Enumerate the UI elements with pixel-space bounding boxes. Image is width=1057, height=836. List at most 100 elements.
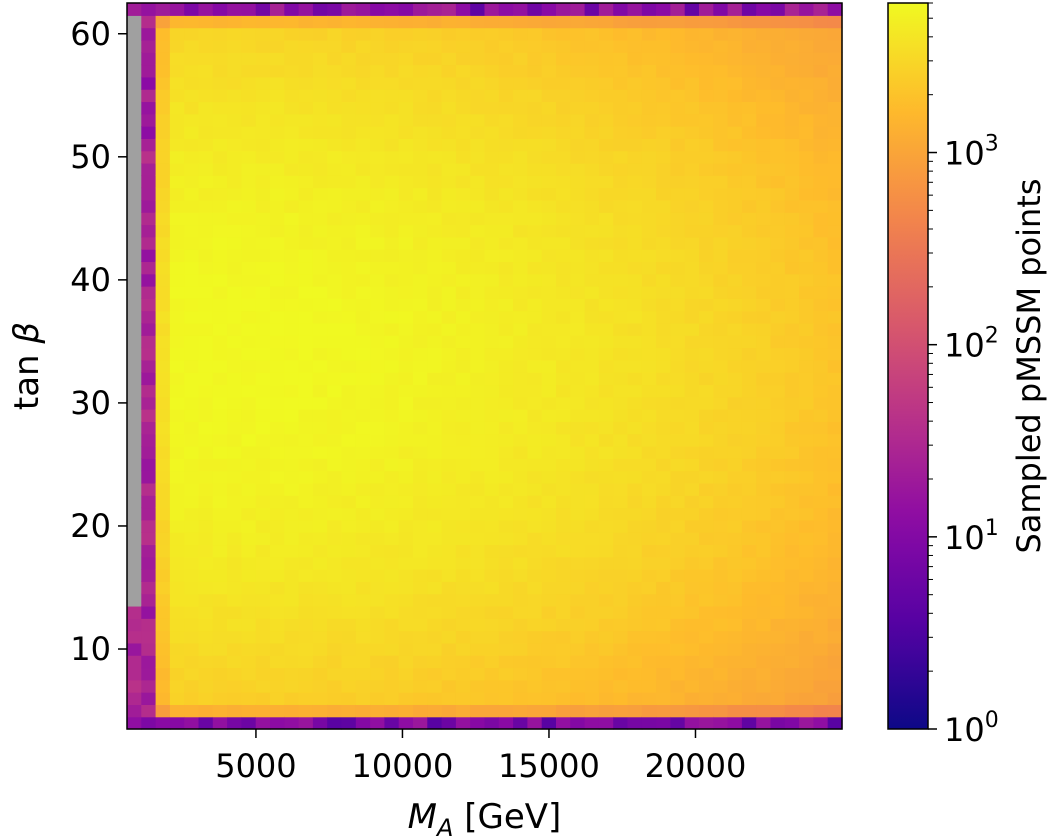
heatmap-cell bbox=[799, 421, 814, 435]
heatmap-cell bbox=[155, 187, 171, 201]
heatmap-cell bbox=[284, 126, 300, 139]
heatmap-cell bbox=[169, 39, 185, 53]
heatmap-cell bbox=[370, 162, 385, 176]
heatmap-cell bbox=[355, 384, 371, 398]
heatmap-cell bbox=[656, 384, 671, 398]
heatmap-cell bbox=[384, 655, 400, 669]
heatmap-cell bbox=[413, 3, 428, 16]
heatmap-cell bbox=[684, 372, 700, 386]
heatmap-cell bbox=[227, 162, 242, 176]
heatmap-cell bbox=[169, 679, 185, 693]
heatmap-cell bbox=[298, 150, 314, 164]
heatmap-cell bbox=[355, 716, 371, 730]
heatmap-cell bbox=[413, 433, 428, 447]
heatmap-cell bbox=[198, 175, 214, 189]
heatmap-cell bbox=[641, 605, 657, 619]
heatmap-cell bbox=[255, 692, 271, 705]
heatmap-cell bbox=[584, 556, 600, 570]
heatmap-cell bbox=[441, 101, 457, 115]
heatmap-cell bbox=[770, 445, 786, 459]
heatmap-cell bbox=[413, 593, 428, 607]
heatmap-cell bbox=[699, 212, 714, 226]
heatmap-cell bbox=[699, 359, 714, 373]
heatmap-cell bbox=[198, 581, 214, 595]
heatmap-cell bbox=[327, 187, 343, 201]
heatmap-cell bbox=[784, 593, 800, 607]
heatmap-cell bbox=[541, 507, 557, 521]
heatmap-cell bbox=[127, 224, 142, 238]
heatmap-cell bbox=[341, 482, 357, 496]
x-tick-label: 5000 bbox=[215, 747, 296, 785]
heatmap-cell bbox=[255, 630, 271, 644]
heatmap-cell bbox=[255, 322, 271, 336]
heatmap-cell bbox=[355, 359, 371, 373]
heatmap-cell bbox=[141, 482, 157, 496]
heatmap-cell bbox=[298, 64, 314, 78]
heatmap-cell bbox=[298, 421, 314, 435]
heatmap-cell bbox=[556, 507, 571, 521]
heatmap-cell bbox=[670, 15, 686, 29]
heatmap-cell bbox=[384, 409, 400, 422]
heatmap-cell bbox=[169, 273, 185, 287]
heatmap-cell bbox=[527, 593, 543, 607]
heatmap-cell bbox=[470, 384, 486, 398]
heatmap-cell bbox=[355, 692, 371, 705]
heatmap-cell bbox=[413, 519, 428, 533]
heatmap-cell bbox=[241, 495, 257, 509]
heatmap-cell bbox=[727, 101, 743, 115]
heatmap-cell bbox=[684, 162, 700, 176]
heatmap-cell bbox=[741, 359, 757, 373]
heatmap-cell bbox=[455, 716, 471, 730]
heatmap-cell bbox=[598, 655, 614, 669]
heatmap-cell bbox=[713, 470, 729, 484]
heatmap-cell bbox=[441, 495, 457, 509]
heatmap-cell bbox=[656, 273, 671, 287]
heatmap-cell bbox=[527, 482, 543, 496]
heatmap-cell bbox=[298, 236, 314, 250]
heatmap-cell bbox=[284, 187, 300, 201]
heatmap-cell bbox=[770, 236, 786, 250]
heatmap-cell bbox=[641, 569, 657, 582]
heatmap-cell bbox=[756, 372, 772, 386]
heatmap-cell bbox=[198, 384, 214, 398]
heatmap-cell bbox=[584, 64, 600, 78]
heatmap-cell bbox=[284, 581, 300, 595]
heatmap-cell bbox=[513, 581, 528, 595]
heatmap-cell bbox=[827, 384, 843, 398]
heatmap-cell bbox=[284, 409, 300, 422]
heatmap-cell bbox=[799, 569, 814, 582]
heatmap-cell bbox=[513, 716, 528, 730]
heatmap-cell bbox=[527, 335, 543, 349]
heatmap-cell bbox=[713, 359, 729, 373]
heatmap-cell bbox=[556, 76, 571, 90]
heatmap-cell bbox=[827, 162, 843, 176]
heatmap-cell bbox=[141, 359, 157, 373]
heatmap-cell bbox=[255, 433, 271, 447]
heatmap-cell bbox=[570, 470, 586, 484]
heatmap-cell bbox=[598, 556, 614, 570]
heatmap-cell bbox=[627, 261, 643, 275]
heatmap-cell bbox=[641, 64, 657, 78]
heatmap-cell bbox=[784, 372, 800, 386]
heatmap-cell bbox=[641, 544, 657, 558]
heatmap-cell bbox=[312, 52, 328, 66]
heatmap-cell bbox=[556, 322, 571, 336]
heatmap-cell bbox=[641, 556, 657, 570]
heatmap-cell bbox=[455, 470, 471, 484]
heatmap-cell bbox=[784, 716, 800, 730]
heatmap-cell bbox=[355, 704, 371, 718]
heatmap-cell bbox=[427, 261, 443, 275]
heatmap-cell bbox=[484, 101, 500, 115]
heatmap-cell bbox=[756, 618, 772, 632]
heatmap-cell bbox=[570, 3, 586, 16]
heatmap-cell bbox=[727, 507, 743, 521]
heatmap-cell bbox=[427, 667, 443, 681]
heatmap-cell bbox=[212, 495, 228, 509]
heatmap-cell bbox=[641, 126, 657, 139]
heatmap-cell bbox=[398, 642, 414, 656]
heatmap-cell bbox=[198, 396, 214, 410]
heatmap-cell bbox=[570, 679, 586, 693]
heatmap-cell bbox=[699, 39, 714, 53]
heatmap-cell bbox=[513, 64, 528, 78]
heatmap-cell bbox=[413, 212, 428, 226]
